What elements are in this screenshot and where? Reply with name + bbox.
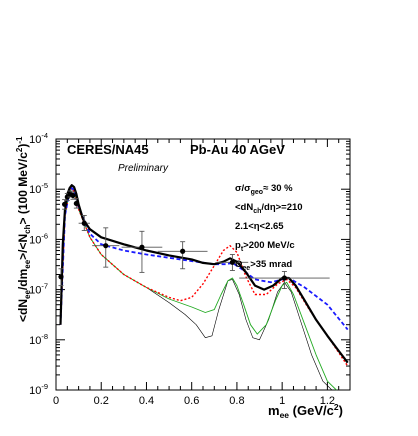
- condition-line: pt>200 MeV/c: [235, 240, 295, 253]
- data-point: [61, 199, 68, 210]
- condition-line: <dNch/dη>=210: [235, 202, 303, 215]
- experiment-label: CERES/NA45: [67, 142, 149, 157]
- y-tick-label: 10-9: [29, 382, 48, 397]
- x-tick-label: 0.2: [94, 395, 109, 407]
- x-tick-label: 0.6: [184, 395, 199, 407]
- data-marker: [70, 192, 76, 199]
- condition-line: σ/σgeo≈ 30 %: [235, 183, 293, 196]
- data-marker: [103, 243, 109, 249]
- model-curve-2: [59, 187, 349, 367]
- y-tick-label: 10-4: [29, 131, 48, 146]
- data-point: [73, 198, 79, 209]
- data-marker: [73, 200, 79, 207]
- model-curve-3: [60, 187, 337, 391]
- preliminary-label: Preliminary: [118, 163, 169, 174]
- data-marker: [81, 220, 87, 226]
- model-curve-0: [59, 184, 349, 364]
- conditions-list: σ/σgeo≈ 30 % <dNch/dη>=210 2.1<η<2.65 pt>20…: [235, 183, 303, 272]
- model-curves: [59, 184, 349, 391]
- data-point: [239, 270, 330, 289]
- data-marker: [139, 244, 145, 250]
- y-tick-label: 10-6: [29, 231, 48, 246]
- data-point: [216, 254, 249, 271]
- data-marker: [61, 201, 68, 207]
- x-tick-label: 0.8: [229, 395, 244, 407]
- y-axis-label: <dNee/dmee>/<Nch> (100 MeV/c2)-1: [15, 136, 32, 322]
- data-marker: [180, 248, 186, 254]
- model-curve-1: [59, 187, 349, 331]
- axes: 0 0.2 0.4 0.6 0.8 1 1.2 10-9 10-8 10-7 10-6 10-5 10-…: [29, 131, 350, 407]
- y-tick-label: 10-5: [29, 181, 48, 196]
- x-tick-label: 0.4: [139, 395, 154, 407]
- data-point: [92, 227, 120, 268]
- data-points: [58, 190, 330, 289]
- condition-line: 2.1<η<2.65: [235, 221, 284, 232]
- annotations: CERES/NA45 Pb-Au 40 AGeV Preliminary σ/σ…: [67, 142, 303, 272]
- plot-frame: [55, 138, 351, 391]
- data-point: [157, 241, 208, 270]
- data-point: [58, 268, 64, 287]
- y-tick-label: 10-8: [29, 332, 48, 347]
- x-axis-label: mee (GeV/c2): [268, 402, 343, 420]
- model-curve-4: [60, 187, 333, 391]
- condition-line: Θee>35 mrad: [235, 259, 292, 272]
- data-point: [121, 230, 163, 273]
- data-point: [70, 191, 76, 200]
- data-marker: [58, 274, 64, 280]
- x-tick-label: 1.2: [320, 395, 335, 407]
- system-label: Pb-Au 40 AGeV: [190, 142, 285, 157]
- data-point: [78, 214, 90, 232]
- y-tick-label: 10-7: [29, 282, 48, 297]
- data-marker: [229, 259, 235, 265]
- x-tick-label: 1: [279, 395, 285, 407]
- x-tick-label: 0: [53, 395, 59, 407]
- data-marker: [281, 275, 288, 281]
